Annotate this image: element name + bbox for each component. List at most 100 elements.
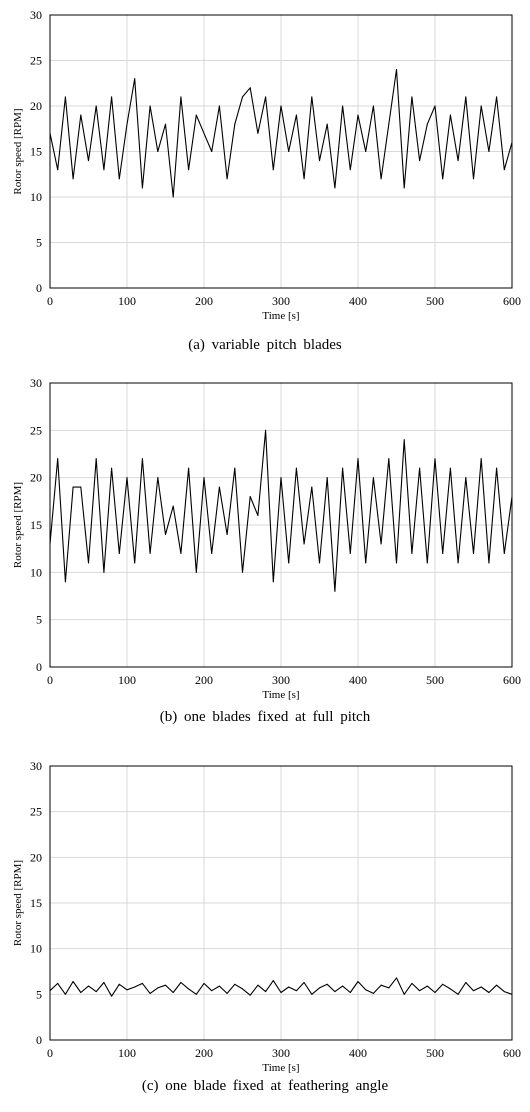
- data-point: [172, 505, 174, 507]
- plot-frame: [49, 14, 513, 289]
- data-point: [380, 543, 382, 545]
- y-tick-label: 0: [36, 281, 42, 295]
- data-point: [372, 105, 374, 107]
- data-point: [288, 151, 290, 152]
- data-point: [488, 562, 490, 564]
- data-point: [419, 467, 421, 469]
- x-tick-label: 400: [349, 673, 367, 687]
- data-point: [218, 486, 220, 488]
- data-point: [157, 151, 159, 152]
- data-point: [95, 458, 97, 460]
- data-point: [280, 477, 282, 479]
- data-point: [319, 562, 320, 564]
- x-tick-label: 600: [503, 673, 521, 687]
- data-point: [365, 989, 367, 991]
- data-point: [226, 178, 228, 180]
- data-point: [349, 552, 351, 554]
- data-point: [272, 980, 274, 982]
- x-tick-label: 500: [426, 294, 444, 308]
- data-point: [265, 429, 267, 431]
- data-point: [88, 985, 89, 987]
- data-point: [311, 96, 313, 98]
- data-point: [411, 96, 413, 98]
- data-point: [195, 571, 197, 573]
- x-tick-label: 500: [426, 1046, 444, 1060]
- data-point: [57, 982, 59, 984]
- data-point: [211, 552, 213, 554]
- data-point: [234, 983, 236, 985]
- data-point: [141, 458, 143, 460]
- data-point: [295, 990, 297, 992]
- y-tick-label: 25: [30, 805, 42, 819]
- data-point: [203, 982, 205, 984]
- data-point: [465, 477, 467, 479]
- data-point: [388, 123, 390, 125]
- data-point: [473, 990, 474, 992]
- data-point: [234, 467, 236, 469]
- data-point: [172, 992, 174, 994]
- data-point: [49, 132, 51, 134]
- y-tick-label: 20: [30, 471, 42, 485]
- data-point: [72, 178, 74, 180]
- data-point: [234, 123, 236, 125]
- data-point: [419, 990, 421, 992]
- data-point: [403, 187, 405, 189]
- data-point: [403, 439, 405, 441]
- y-tick-label: 5: [36, 236, 42, 250]
- chart-a-caption: (a) variable pitch blades: [188, 337, 342, 353]
- data-point: [480, 986, 482, 988]
- y-tick-label: 30: [30, 376, 42, 390]
- data-point: [265, 96, 267, 98]
- y-tick-label: 0: [36, 1033, 42, 1047]
- y-tick-label: 25: [30, 54, 42, 68]
- data-point: [372, 477, 374, 479]
- x-axis-label: Time [s]: [262, 310, 299, 322]
- data-point: [188, 169, 190, 171]
- plot-frame: [49, 765, 513, 1041]
- data-point: [165, 533, 166, 535]
- data-point: [380, 178, 382, 180]
- data-point: [442, 178, 444, 180]
- data-point: [465, 981, 467, 983]
- data-point: [141, 187, 143, 189]
- data-point: [380, 984, 382, 986]
- data-point: [103, 571, 105, 573]
- x-tick-label: 0: [47, 1046, 53, 1060]
- data-point: [149, 552, 151, 554]
- data-point: [349, 169, 351, 171]
- data-point: [334, 991, 336, 993]
- chart-b-caption: (b) one blades fixed at full pitch: [159, 709, 371, 725]
- data-point: [457, 160, 459, 162]
- data-point: [357, 458, 359, 460]
- data-point: [426, 123, 428, 125]
- data-point: [419, 160, 421, 162]
- data-point: [242, 571, 243, 573]
- y-axis-label: Rotor speed [RPM]: [12, 860, 24, 946]
- data-point: [118, 983, 120, 985]
- x-tick-label: 400: [349, 1046, 367, 1060]
- x-axis-label: Time [s]: [262, 1062, 299, 1073]
- data-point: [349, 992, 351, 994]
- y-tick-label: 30: [30, 8, 42, 22]
- data-point: [249, 87, 251, 89]
- data-point: [434, 458, 436, 460]
- x-tick-label: 100: [118, 673, 136, 687]
- x-tick-label: 0: [47, 294, 53, 308]
- data-point: [242, 988, 243, 990]
- x-axis-label: Time [s]: [262, 689, 299, 700]
- data-point: [195, 114, 197, 116]
- data-point: [211, 990, 213, 992]
- data-point: [496, 96, 498, 98]
- data-point: [372, 992, 374, 994]
- plot-frame: [49, 382, 513, 668]
- data-point: [88, 160, 89, 162]
- data-point: [295, 114, 297, 116]
- chart-panel-c: 0 5 10 15 20 25 30 0 100 200 300 400 500 600 Time [s] R…: [0, 735, 530, 1112]
- data-point: [334, 590, 336, 592]
- data-point: [319, 160, 320, 162]
- x-tick-label: 100: [118, 294, 136, 308]
- data-point: [396, 977, 397, 979]
- y-tick-label: 20: [30, 850, 42, 864]
- y-tick-label: 15: [30, 145, 42, 159]
- data-point: [249, 994, 251, 996]
